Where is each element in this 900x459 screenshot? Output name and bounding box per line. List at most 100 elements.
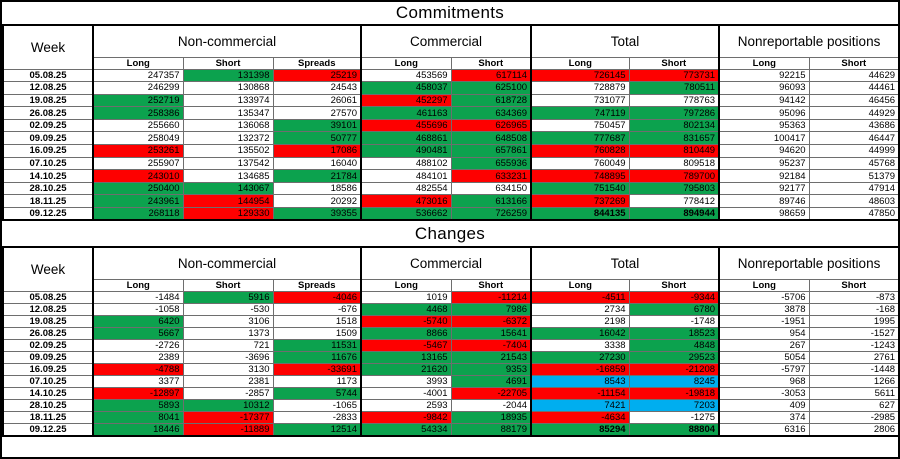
value-cell: -19818 (628, 386, 720, 400)
subcolumn-header-long: Long (92, 278, 184, 292)
week-cell: 09.12.25 (2, 422, 94, 437)
subcolumn-header-long: Long (530, 56, 630, 70)
value-cell: -3696 (182, 350, 274, 364)
table-row: 19.08.25 252719 133974 26061 452297 618728 731… (2, 93, 898, 108)
value-cell: 247357 (92, 68, 184, 83)
subcolumn-header-spreads: Spreads (272, 278, 362, 292)
week-cell: 09.09.25 (2, 131, 94, 146)
table-row: 09.09.25 2389 -3696 11676 13165 21543 27230 295… (2, 350, 898, 364)
value-cell: 1373 (182, 326, 274, 340)
table-row: 09.09.25 258049 132372 50777 468861 648508 777… (2, 131, 898, 146)
subcolumn-header-long: Long (92, 56, 184, 70)
group-header-row: Week Non-commercial Commercial Total Non… (2, 24, 898, 70)
group-header-non-commercial: Non-commercial (91, 24, 362, 58)
value-cell: 453569 (360, 68, 452, 83)
value-cell: 18446 (92, 422, 184, 437)
value-cell: -11889 (182, 422, 274, 437)
value-cell: -1748 (628, 314, 720, 328)
value-cell: 246299 (92, 81, 184, 95)
value-cell: 135347 (182, 106, 274, 120)
value-cell: -16859 (530, 362, 630, 376)
value-cell: 100417 (718, 131, 810, 146)
group-header-row: Week Non-commercial Commercial Total Non… (2, 246, 898, 292)
value-cell: 626965 (450, 118, 532, 133)
value-cell: 3878 (718, 302, 810, 316)
value-cell: 255907 (92, 156, 184, 171)
table-row: 14.10.25 -12897 -2857 5744 -4001 -22705 -11154… (2, 386, 898, 400)
value-cell: -22705 (450, 386, 532, 400)
group-header-total: Total (530, 24, 720, 58)
value-cell: 726145 (530, 68, 630, 83)
week-cell: 19.08.25 (2, 314, 94, 328)
value-cell: 844135 (530, 207, 630, 221)
value-cell: 250400 (92, 181, 184, 196)
value-cell: 617114 (450, 68, 532, 83)
value-cell: 16040 (272, 156, 362, 171)
value-cell: 26061 (272, 93, 362, 108)
value-cell: 25219 (272, 68, 362, 83)
value-cell: 737269 (530, 194, 630, 209)
value-cell: 2806 (808, 422, 898, 437)
value-cell: 458037 (360, 81, 452, 95)
value-cell: 21784 (272, 169, 362, 183)
value-cell: 2198 (530, 314, 630, 328)
value-cell: -4788 (92, 362, 184, 376)
value-cell: 29523 (628, 350, 720, 364)
value-cell: 2761 (808, 350, 898, 364)
table-row: 02.09.25 -2726 721 11531 -5467 -7404 3338 4848 2… (2, 338, 898, 352)
table-row: 26.08.25 258386 135347 27570 461163 634369 747… (2, 106, 898, 120)
value-cell: -9344 (628, 290, 720, 304)
table-row: 09.12.25 18446 -11889 12514 54334 88179 85294 8… (2, 422, 898, 437)
value-cell: 18523 (628, 326, 720, 340)
value-cell: 7203 (628, 398, 720, 412)
subcolumn-header-long: Long (718, 278, 810, 292)
value-cell: 461163 (360, 106, 452, 120)
value-cell: 778763 (628, 93, 720, 108)
value-cell: 95237 (718, 156, 810, 171)
subcolumn-header-long: Long (530, 278, 630, 292)
value-cell: 253261 (92, 144, 184, 158)
table-row: 28.10.25 250400 143067 18586 482554 634150 751… (2, 181, 898, 196)
week-cell: 02.09.25 (2, 118, 94, 133)
value-cell: 88804 (628, 422, 720, 437)
value-cell: 5893 (92, 398, 184, 412)
value-cell: -1448 (808, 362, 898, 376)
sub-header-row: Long Short Spreads Long Short Long Short… (3, 56, 898, 70)
value-cell: 44999 (808, 144, 898, 158)
subcolumn-header-short: Short (182, 278, 274, 292)
value-cell: 613166 (450, 194, 532, 209)
value-cell: 47914 (808, 181, 898, 196)
week-cell: 19.08.25 (2, 93, 94, 108)
value-cell: 894944 (628, 207, 720, 221)
value-cell: -1484 (92, 290, 184, 304)
value-cell: -1275 (628, 410, 720, 424)
week-cell: 12.08.25 (2, 302, 94, 316)
week-cell: 18.11.25 (2, 194, 94, 209)
table-row: 05.08.25 -1484 5916 -4046 1019 -11214 -4511 -93… (2, 290, 898, 304)
value-cell: 24543 (272, 81, 362, 95)
value-cell: 17086 (272, 144, 362, 158)
value-cell: 20292 (272, 194, 362, 209)
week-cell: 16.09.25 (2, 144, 94, 158)
value-cell: 751540 (530, 181, 630, 196)
changes-body: 05.08.25 -1484 5916 -4046 1019 -11214 -4511 -93… (2, 290, 898, 437)
value-cell: 136068 (182, 118, 274, 133)
value-cell: 452297 (360, 93, 452, 108)
value-cell: 954 (718, 326, 810, 340)
value-cell: 728879 (530, 81, 630, 95)
value-cell: 98659 (718, 207, 810, 221)
value-cell: 648508 (450, 131, 532, 146)
value-cell: 50777 (272, 131, 362, 146)
value-cell: -11214 (450, 290, 532, 304)
value-cell: 657861 (450, 144, 532, 158)
value-cell: -2857 (182, 386, 274, 400)
value-cell: 94142 (718, 93, 810, 108)
value-cell: 7986 (450, 302, 532, 316)
value-cell: 3130 (182, 362, 274, 376)
value-cell: 132372 (182, 131, 274, 146)
value-cell: 85294 (530, 422, 630, 437)
value-cell: 747119 (530, 106, 630, 120)
table-row: 02.09.25 255660 136068 39101 455696 626965 750… (2, 118, 898, 133)
value-cell: 750457 (530, 118, 630, 133)
value-cell: 9353 (450, 362, 532, 376)
